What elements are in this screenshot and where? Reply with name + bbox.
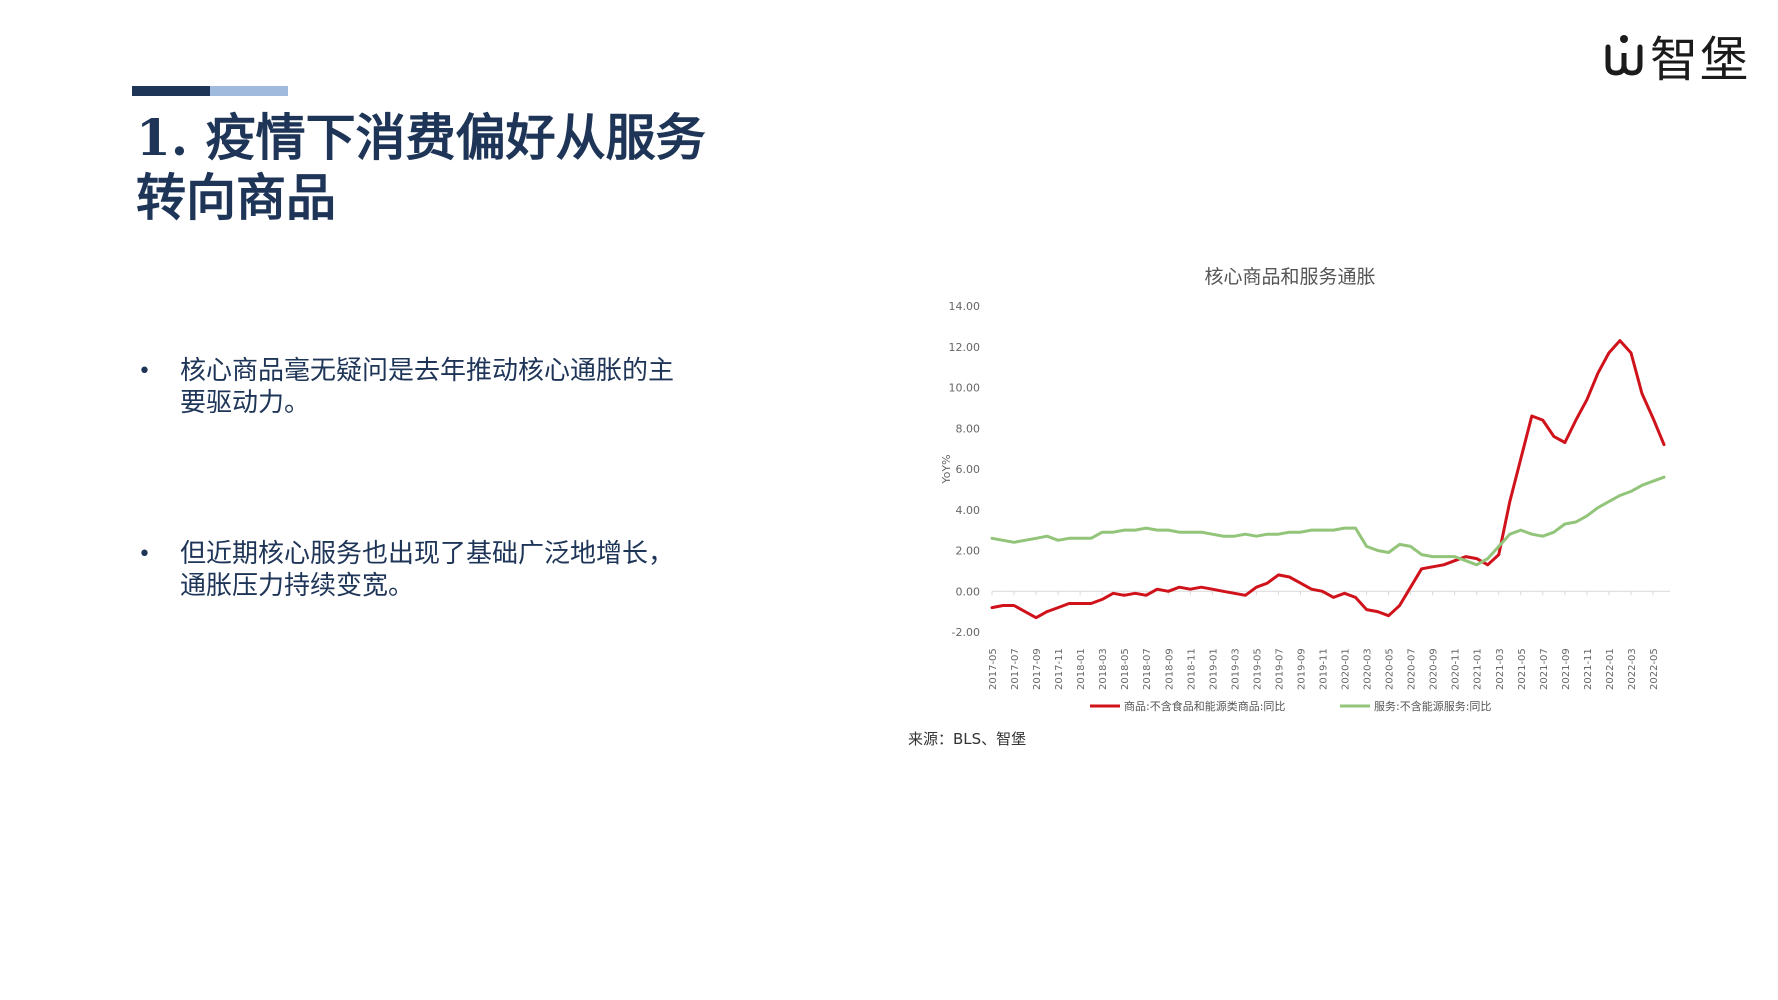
- x-tick-label: 2017-07: [1010, 648, 1021, 690]
- y-tick-label: 12.00: [949, 341, 981, 354]
- series-lines: [990, 339, 1666, 620]
- x-tick-label: 2019-07: [1274, 648, 1285, 690]
- chart-legend: 商品:不含食品和能源类商品:同比 服务:不含能源服务:同比: [1090, 699, 1491, 713]
- x-tick-label: 2022-05: [1649, 648, 1660, 690]
- x-tick-label: 2018-03: [1098, 648, 1109, 690]
- x-tick-label: 2020-11: [1451, 648, 1462, 690]
- x-tick-label: 2019-09: [1296, 648, 1307, 690]
- x-tick-label: 2020-09: [1429, 648, 1440, 690]
- x-tick-label: 2019-05: [1252, 648, 1263, 690]
- bullet-text: 但近期核心服务也出现了基础广泛地增长，通胀压力持续变宽。: [180, 539, 675, 601]
- y-tick-label: 2.00: [956, 545, 981, 558]
- y-tick-label: 10.00: [949, 382, 981, 395]
- bullet-item: • 但近期核心服务也出现了基础广泛地增长，通胀压力持续变宽。: [138, 538, 698, 602]
- source-note: 来源：BLS、智堡: [908, 730, 1027, 748]
- x-tick-label: 2022-03: [1627, 648, 1638, 690]
- goods-series-line: [990, 339, 1666, 620]
- y-tick-label: 14.00: [949, 300, 981, 313]
- x-tick-label: 2020-05: [1385, 648, 1396, 690]
- accent-bar-dark: [132, 86, 210, 96]
- brand-name: 智堡: [1650, 32, 1751, 88]
- x-tick-label: 2019-01: [1208, 648, 1219, 690]
- x-tick-label: 2017-09: [1032, 648, 1043, 690]
- x-tick-label: 2021-01: [1473, 648, 1484, 690]
- x-tick-label: 2018-07: [1142, 648, 1153, 690]
- legend-label: 商品:不含食品和能源类商品:同比: [1124, 699, 1285, 713]
- accent-bar-light: [210, 86, 288, 96]
- x-tick-label: 2018-01: [1076, 648, 1087, 690]
- bullet-dot-icon: •: [138, 359, 151, 384]
- x-tick-label: 2021-05: [1517, 648, 1528, 690]
- bullet-text: 核心商品毫无疑问是去年推动核心通胀的主要驱动力。: [180, 356, 675, 418]
- y-tick-label: -2.00: [952, 626, 980, 639]
- chart-title: 核心商品和服务通胀: [1204, 266, 1376, 288]
- x-tick-label: 2021-11: [1583, 648, 1594, 690]
- x-tick-label: 2021-09: [1561, 648, 1572, 690]
- x-tick-label: 2018-11: [1186, 648, 1197, 690]
- x-tick-label: 2019-11: [1318, 648, 1329, 690]
- bullet-item: • 核心商品毫无疑问是去年推动核心通胀的主要驱动力。: [138, 355, 698, 419]
- x-tick-label: 2021-07: [1539, 648, 1550, 690]
- x-tick-label: 2020-01: [1341, 648, 1352, 690]
- x-tick-label: 2020-03: [1363, 648, 1374, 690]
- y-axis: -2.00 0.00 2.00 4.00 6.00 8.00 10.00 12.00 14.00…: [940, 300, 980, 639]
- x-tick-label: 2017-11: [1054, 648, 1065, 690]
- x-tick-label: 2022-01: [1605, 648, 1616, 690]
- x-tick-label: 2018-09: [1164, 648, 1175, 690]
- title-accent-bar: [132, 86, 288, 96]
- y-tick-label: 0.00: [956, 585, 981, 598]
- x-tick-label: 2018-05: [1120, 648, 1131, 690]
- brand-logo: 智堡: [1604, 20, 1750, 90]
- y-tick-label: 8.00: [956, 422, 981, 435]
- x-tick-label: 2021-03: [1495, 648, 1506, 690]
- x-tick-label: 2017-05: [988, 648, 999, 690]
- y-tick-label: 6.00: [956, 463, 981, 476]
- y-axis-label: YoY%: [940, 454, 953, 484]
- x-axis: 2017-05 2017-07 2017-09 2017-11 2018-01 2018-…: [988, 590, 1670, 690]
- x-tick-label: 2020-07: [1407, 648, 1418, 690]
- services-series-line: [990, 475, 1666, 567]
- page-title: 1. 疫情下消费偏好从服务转向商品: [136, 108, 706, 227]
- bullet-dot-icon: •: [138, 542, 151, 567]
- chart: -2.00 0.00 2.00 4.00 6.00 8.00 10.00 12.00 14.00…: [940, 300, 1670, 713]
- legend-label: 服务:不含能源服务:同比: [1374, 699, 1491, 713]
- y-tick-label: 4.00: [956, 504, 981, 517]
- brand-mark-icon: [1605, 35, 1643, 76]
- x-tick-label: 2019-03: [1230, 648, 1241, 690]
